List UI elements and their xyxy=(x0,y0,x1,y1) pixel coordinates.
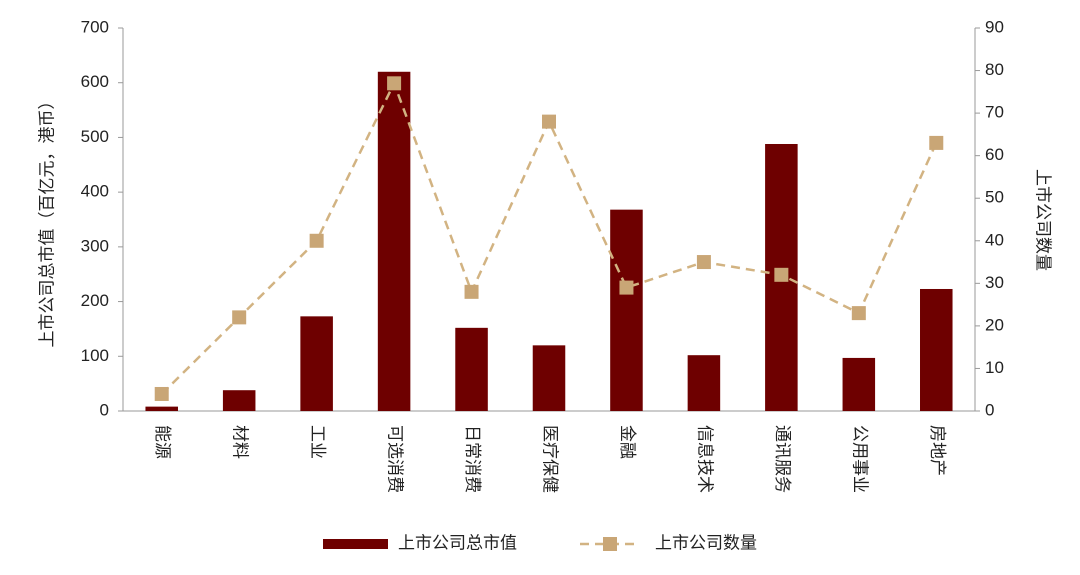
bar xyxy=(842,357,876,411)
x-tick-label: 金融 xyxy=(618,425,637,459)
x-tick-label: 房地产 xyxy=(928,425,947,476)
bar xyxy=(377,71,411,412)
bar xyxy=(145,406,178,411)
x-tick-label: 日常消费 xyxy=(463,425,482,493)
bar xyxy=(920,288,953,411)
legend-swatch xyxy=(323,539,388,549)
y-tick-label: 500 xyxy=(81,127,109,146)
line-marker xyxy=(774,267,789,282)
x-tick-label: 能源 xyxy=(153,425,172,459)
x-tick-label: 公用事业 xyxy=(850,425,869,493)
y2-axis-label: 上市公司数量 xyxy=(1034,169,1053,271)
y2-tick-label: 80 xyxy=(985,60,1004,79)
x-tick-label: 材料 xyxy=(231,425,250,459)
x-tick-label: 工业 xyxy=(308,425,327,459)
y2-tick-label: 20 xyxy=(985,315,1004,334)
y2-tick-label: 50 xyxy=(985,188,1004,207)
y-tick-label: 600 xyxy=(81,72,109,91)
line-marker xyxy=(851,306,866,321)
bar xyxy=(687,355,721,411)
y-tick-label: 0 xyxy=(100,400,109,419)
y2-tick-label: 10 xyxy=(985,358,1004,377)
y-tick-label: 100 xyxy=(81,346,109,365)
legend-label: 上市公司总市值 xyxy=(398,533,517,552)
x-tick-label: 医疗保健 xyxy=(541,425,560,493)
y2-tick-label: 30 xyxy=(985,273,1004,292)
y-tick-label: 200 xyxy=(81,291,109,310)
bar xyxy=(222,390,256,411)
line-marker xyxy=(154,386,169,401)
line-marker xyxy=(387,76,402,91)
x-tick-label: 可选消费 xyxy=(386,425,405,493)
y2-tick-label: 0 xyxy=(985,400,994,419)
bar xyxy=(610,209,643,411)
legend-marker xyxy=(603,537,617,551)
x-tick-label: 通讯服务 xyxy=(773,425,792,493)
y-axis-label: 上市公司总市值（百亿元，港币） xyxy=(37,93,56,348)
y2-tick-label: 70 xyxy=(985,103,1004,122)
y2-tick-label: 40 xyxy=(985,230,1004,249)
y-tick-label: 300 xyxy=(81,236,109,255)
line-marker xyxy=(619,280,634,295)
line-marker xyxy=(232,310,247,325)
bar xyxy=(532,345,566,411)
line-marker xyxy=(542,114,556,129)
line-marker xyxy=(309,233,324,248)
line-marker xyxy=(696,255,711,270)
y2-tick-label: 90 xyxy=(985,17,1004,36)
x-tick-label: 信息技术 xyxy=(695,425,714,493)
bar xyxy=(455,327,488,411)
y-tick-label: 700 xyxy=(81,17,109,36)
bar xyxy=(300,316,333,411)
y-tick-label: 400 xyxy=(81,182,109,201)
line-marker xyxy=(929,135,944,150)
y2-tick-label: 60 xyxy=(985,145,1004,164)
line-marker xyxy=(464,284,479,299)
legend-label: 上市公司数量 xyxy=(655,533,757,552)
